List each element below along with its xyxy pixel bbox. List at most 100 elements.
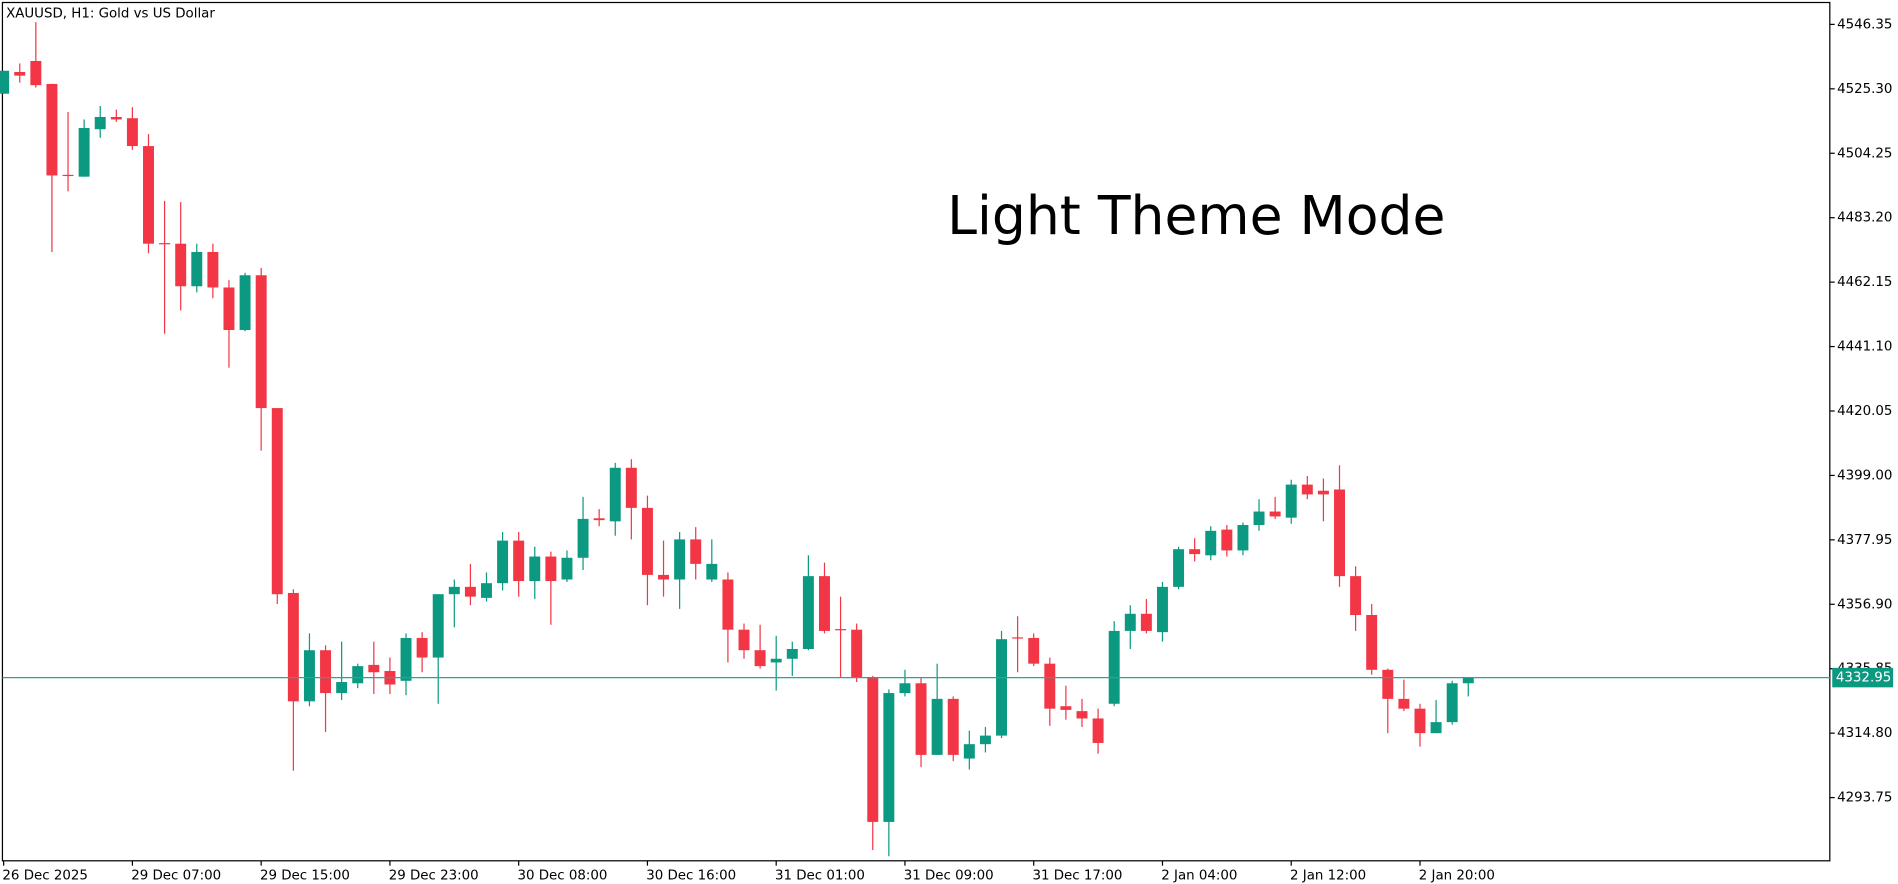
candle-body	[1124, 613, 1136, 631]
candle-body	[1269, 511, 1281, 517]
candle-body	[851, 629, 863, 678]
candle-body	[1156, 586, 1168, 633]
candle-body	[593, 518, 605, 521]
y-tick-label: 4504.25	[1837, 146, 1892, 161]
candle-body	[529, 556, 541, 582]
candle-body	[1012, 637, 1024, 639]
candle-body	[1237, 525, 1249, 551]
candle-body	[175, 243, 187, 287]
candle-body	[400, 637, 412, 681]
y-tick-label: 4441.10	[1837, 340, 1892, 355]
candle-body	[947, 698, 959, 755]
candle-body	[963, 744, 975, 759]
candle-body	[432, 594, 444, 658]
candle-body	[786, 648, 798, 659]
candle-body	[609, 467, 621, 522]
candle-body	[1221, 529, 1233, 551]
candle-body	[352, 666, 364, 684]
x-tick-label: 29 Dec 23:00	[389, 868, 479, 883]
candle-body	[722, 579, 734, 630]
candle-body	[1350, 576, 1362, 616]
x-tick-label: 2 Jan 20:00	[1419, 868, 1495, 883]
candle-body	[1028, 637, 1040, 664]
x-tick-label: 29 Dec 07:00	[131, 868, 221, 883]
candle-body	[1253, 511, 1265, 526]
candle-body	[690, 539, 702, 564]
candle-body	[126, 118, 138, 147]
candle-body	[802, 576, 814, 649]
candle-body	[497, 540, 509, 584]
candle-body	[1398, 698, 1410, 709]
candle-body	[931, 698, 943, 755]
candle-body	[1301, 484, 1313, 495]
candle-body	[561, 557, 573, 580]
candle-body	[1446, 683, 1458, 723]
candle-body	[255, 275, 267, 409]
y-tick-label: 4462.15	[1837, 275, 1892, 290]
y-tick-label: 4314.80	[1837, 726, 1892, 741]
candle-body	[143, 146, 154, 244]
chart-title: XAUUSD, H1: Gold vs US Dollar	[6, 6, 215, 21]
candle-body	[223, 287, 235, 331]
candle-body	[835, 629, 847, 631]
candle-body	[1140, 613, 1152, 631]
candle-body	[110, 116, 122, 120]
plot-frame	[1, 1, 1831, 862]
candle-body	[754, 650, 766, 667]
candle-body	[1092, 718, 1104, 743]
candle-body	[1060, 706, 1072, 710]
candle-body	[46, 83, 58, 176]
candle-body	[191, 251, 203, 287]
candle-body	[1044, 663, 1056, 709]
price-label-box	[1832, 667, 1894, 688]
candle-body	[674, 539, 686, 580]
candle-body	[481, 583, 492, 598]
candle-body	[770, 658, 782, 663]
candle-body	[1076, 711, 1088, 719]
candle-body	[915, 683, 927, 755]
candle-body	[1366, 615, 1378, 670]
candle-body	[738, 629, 750, 651]
candle-body	[464, 586, 476, 597]
x-tick-label: 29 Dec 15:00	[260, 868, 350, 883]
candle-body	[1334, 489, 1345, 577]
candle-body	[1189, 549, 1201, 555]
x-tick-label: 30 Dec 08:00	[517, 868, 607, 883]
candle-body	[1382, 669, 1394, 699]
price-label: 4332.95	[1836, 671, 1891, 686]
y-tick-label: 4399.00	[1837, 468, 1892, 483]
y-tick-label: 4525.30	[1837, 82, 1892, 97]
candle-body	[336, 682, 348, 694]
y-tick-label: 4356.90	[1837, 597, 1892, 612]
y-tick-label: 4483.20	[1837, 211, 1892, 226]
x-tick-label: 31 Dec 09:00	[904, 868, 994, 883]
x-tick-label: 31 Dec 01:00	[775, 868, 865, 883]
x-tick-label: 26 Dec 2025	[2, 868, 87, 883]
candle-body	[1462, 677, 1474, 684]
y-tick-label: 4377.95	[1837, 533, 1892, 548]
candle-body	[14, 71, 26, 76]
candle-body	[271, 408, 283, 595]
candle-body	[239, 275, 251, 331]
candle-body	[30, 60, 42, 86]
candle-body	[706, 563, 718, 580]
candle-body	[159, 243, 171, 245]
y-tick-label: 4420.05	[1837, 404, 1892, 419]
candle-body	[625, 467, 637, 508]
candle-body	[207, 251, 219, 288]
candle-body	[320, 650, 332, 694]
annotation: Light Theme Mode	[947, 184, 1445, 247]
x-tick-label: 31 Dec 17:00	[1032, 868, 1122, 883]
x-tick-label: 30 Dec 16:00	[646, 868, 736, 883]
candle-body	[1285, 484, 1297, 518]
candle-body	[1205, 530, 1217, 556]
candle-body	[1173, 549, 1185, 587]
candle-body	[368, 664, 380, 673]
candle-body	[416, 637, 428, 658]
candle-body	[819, 576, 830, 631]
candle-body	[658, 574, 670, 580]
y-tick-label: 4293.75	[1837, 791, 1892, 806]
candle-body	[448, 586, 460, 595]
candle-body	[545, 556, 557, 582]
